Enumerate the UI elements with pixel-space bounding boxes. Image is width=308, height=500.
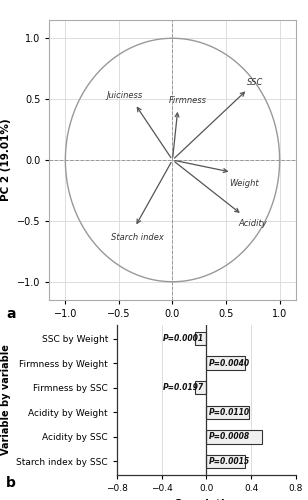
Text: Starch index: Starch index [111, 234, 164, 242]
Text: P=0.0008: P=0.0008 [209, 432, 250, 442]
Bar [206, 356, 245, 370]
Y-axis label: Variable by variable: Variable by variable [1, 344, 11, 456]
Bar [206, 406, 249, 419]
X-axis label: Correlation: Correlation [173, 498, 240, 500]
Text: a: a [6, 308, 16, 322]
Y-axis label: PC 2 (19.01%): PC 2 (19.01%) [1, 118, 11, 202]
Text: P=0.0197: P=0.0197 [163, 383, 204, 392]
Text: Weight: Weight [229, 178, 259, 188]
Text: P=0.0001: P=0.0001 [163, 334, 204, 343]
Text: P=0.0015: P=0.0015 [209, 457, 250, 466]
Text: Juiciness: Juiciness [106, 91, 142, 100]
Text: Firmness: Firmness [168, 96, 206, 105]
Bar [206, 430, 262, 444]
Text: P=0.0110: P=0.0110 [209, 408, 250, 417]
Bar [195, 332, 206, 345]
Bar [206, 454, 245, 468]
Text: P=0.0040: P=0.0040 [209, 358, 250, 368]
Text: b: b [6, 476, 16, 490]
Text: Acidity: Acidity [238, 219, 267, 228]
Text: SSC: SSC [247, 78, 263, 86]
X-axis label: PC 1 (21.40%): PC 1 (21.40%) [131, 324, 214, 334]
Bar [195, 381, 206, 394]
